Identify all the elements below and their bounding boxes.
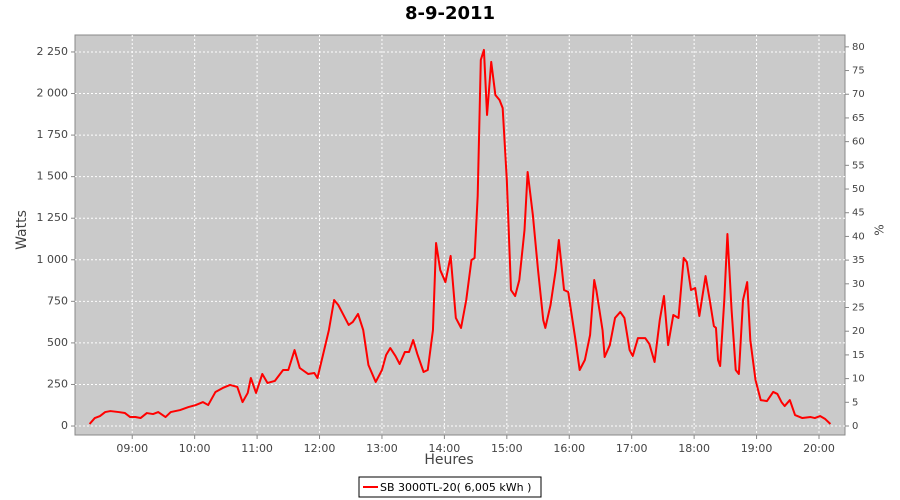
legend-label: SB 3000TL-20( 6,005 kWh ): [380, 481, 531, 494]
y-tick-label: 2 000: [37, 87, 69, 100]
x-tick-label: 12:00: [304, 442, 336, 455]
y2-tick-label: 5: [852, 397, 858, 408]
y2-tick-label: 60: [852, 137, 865, 148]
y-tick-label: 2 250: [37, 45, 69, 58]
y2-tick-label: 35: [852, 255, 865, 266]
y2-tick-label: 70: [852, 89, 865, 100]
y-axis-label: Watts: [14, 210, 30, 250]
y2-tick-label: 75: [852, 66, 865, 77]
x-axis-label: Heures: [424, 452, 473, 468]
x-tick-label: 15:00: [491, 442, 523, 455]
x-tick-label: 14:00: [429, 442, 461, 455]
y-tick-label: 500: [47, 336, 68, 349]
y-tick-label: 250: [47, 377, 68, 390]
y2-tick-label: 0: [852, 421, 858, 432]
legend: [358, 476, 542, 498]
y2-tick-label: 65: [852, 113, 865, 124]
y2-axis-label: %: [873, 224, 887, 235]
x-tick-label: 20:00: [803, 442, 835, 455]
x-tick-label: 18:00: [678, 442, 710, 455]
y-tick-label: 1 500: [37, 170, 69, 183]
y2-tick-label: 80: [852, 42, 865, 53]
x-tick-label: 11:00: [241, 442, 273, 455]
y-tick-label: 1 750: [37, 128, 69, 141]
x-tick-label: 17:00: [616, 442, 648, 455]
series-line: [88, 48, 832, 425]
y2-tick-label: 55: [852, 160, 865, 171]
y2-tick-label: 50: [852, 184, 865, 195]
y2-tick-label: 10: [852, 374, 865, 385]
y2-tick-label: 25: [852, 303, 865, 314]
chart-title: 8-9-2011: [405, 3, 495, 24]
y-tick-label: 1 000: [37, 253, 69, 266]
y-tick-label: 0: [61, 419, 68, 432]
y-tick-label: 1 250: [37, 211, 69, 224]
x-tick-label: 19:00: [741, 442, 773, 455]
x-tick-label: 13:00: [366, 442, 398, 455]
y2-tick-label: 45: [852, 208, 865, 219]
plot-area: [74, 34, 846, 436]
y2-tick-label: 20: [852, 326, 865, 337]
x-tick-label: 16:00: [553, 442, 585, 455]
y2-tick-label: 30: [852, 279, 865, 290]
y-tick-label: 750: [47, 294, 68, 307]
x-tick-label: 10:00: [179, 442, 211, 455]
x-tick-label: 09:00: [116, 442, 148, 455]
y2-tick-label: 40: [852, 231, 865, 242]
y2-tick-label: 15: [852, 350, 865, 361]
